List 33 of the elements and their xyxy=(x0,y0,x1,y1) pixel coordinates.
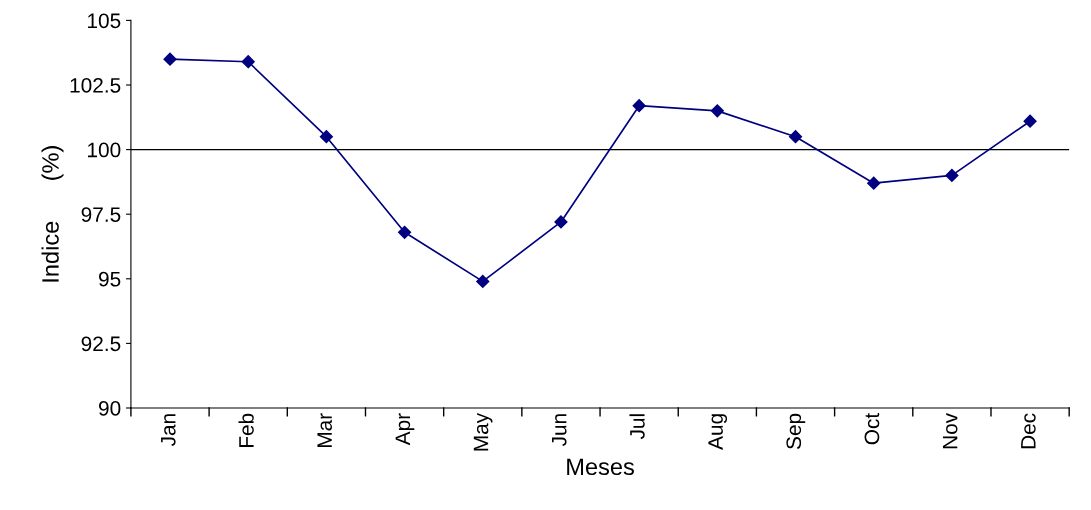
x-tick-label: Aug xyxy=(708,414,728,450)
y-tick-label: 92.5 xyxy=(81,336,121,352)
y-tick-label: 90 xyxy=(99,401,121,416)
y-tick-label: 102.5 xyxy=(70,78,121,93)
y-tick-label: 97.5 xyxy=(81,207,121,222)
x-tick-label: Nov xyxy=(942,412,958,449)
y-tick-label: 95 xyxy=(99,271,121,287)
y-tick-label: 100 xyxy=(88,142,121,158)
x-tick-label: Oct xyxy=(864,413,880,445)
x-tick-label: Jan xyxy=(161,414,176,447)
point xyxy=(163,52,177,66)
point xyxy=(945,168,959,183)
point xyxy=(319,130,333,144)
point xyxy=(788,130,803,144)
x-axis-title: Meses xyxy=(567,458,634,476)
x-tick-label: Dec xyxy=(1021,413,1036,449)
x-tick-label: Sep xyxy=(786,413,806,449)
point xyxy=(710,104,724,118)
point xyxy=(476,274,490,288)
x-tick-label: Feb xyxy=(238,413,254,448)
point xyxy=(241,55,255,69)
x-tick-label: Apr xyxy=(395,413,415,446)
point xyxy=(1023,114,1037,128)
x-tick-label: Mar xyxy=(317,413,332,448)
x-tick-label: Jun xyxy=(552,414,567,447)
point xyxy=(397,225,412,239)
x-tick-label: May xyxy=(473,412,493,451)
y-axis-title: Indice (%) xyxy=(41,146,64,282)
y-tick-label: 105 xyxy=(88,13,121,29)
x-tick-label: Jul xyxy=(629,414,645,440)
point xyxy=(867,176,881,190)
point xyxy=(554,215,568,229)
point xyxy=(632,99,646,113)
